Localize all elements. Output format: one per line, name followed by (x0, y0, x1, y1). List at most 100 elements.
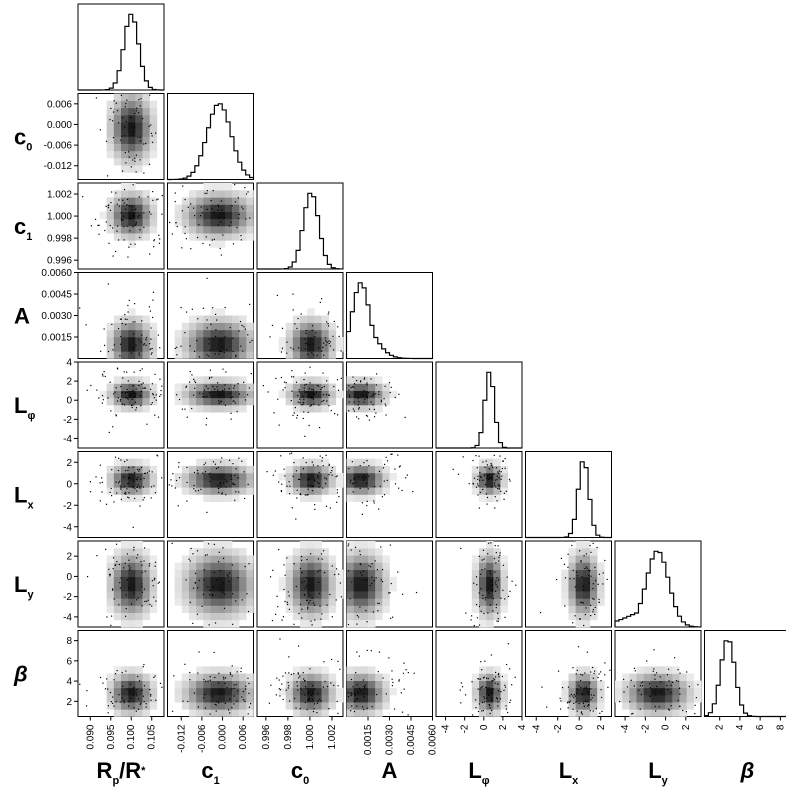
sample-point (150, 213, 152, 215)
density-cell (181, 397, 190, 406)
sample-point (233, 695, 235, 697)
density-cell (471, 555, 480, 563)
density-cell (142, 709, 150, 717)
sample-point (211, 376, 213, 378)
density-cell (210, 322, 218, 331)
sample-point (152, 299, 154, 301)
sample-point (134, 243, 136, 245)
density-cell (246, 204, 254, 212)
sample-point (241, 696, 243, 698)
density-cell (149, 383, 158, 391)
density-cell (189, 322, 197, 331)
sample-point (493, 557, 496, 560)
density-cell (135, 541, 143, 549)
density-cell (479, 605, 487, 613)
density-cell (121, 390, 129, 399)
sample-point (268, 702, 271, 704)
density-cell (368, 480, 376, 488)
density-cell (224, 702, 233, 710)
density-cell (142, 397, 150, 406)
density-cell (307, 584, 315, 592)
sample-point (394, 468, 396, 470)
sample-point (244, 565, 246, 568)
density-cell (121, 541, 129, 549)
density-cell (360, 619, 369, 628)
sample-point (126, 225, 128, 227)
sample-point (293, 673, 295, 675)
density-cell (210, 695, 218, 703)
sample-point (171, 710, 174, 712)
density-cell (128, 190, 136, 198)
density-cell (278, 337, 286, 345)
density-cell (217, 240, 226, 248)
sample-point (188, 558, 190, 560)
density-cell (486, 541, 494, 549)
density-cell (128, 612, 136, 621)
sample-point (116, 560, 118, 563)
density-cell (217, 555, 226, 563)
density-cell (246, 687, 254, 696)
density-cell (174, 383, 183, 391)
density-cell (321, 687, 329, 696)
sample-point (377, 602, 379, 604)
sample-point (99, 129, 102, 131)
sample-point (196, 236, 199, 239)
sample-point (296, 489, 298, 491)
sample-point (331, 466, 334, 469)
sample-point (460, 547, 462, 550)
sample-point (204, 554, 207, 556)
sample-point (382, 568, 384, 571)
sample-point (669, 691, 672, 694)
density-cell (582, 619, 591, 628)
density-cell (128, 337, 136, 345)
sample-point (280, 490, 283, 493)
sample-point (309, 668, 311, 670)
density-cell (217, 329, 226, 338)
density-cell (135, 480, 143, 488)
sample-point (284, 475, 286, 477)
sample-point (495, 562, 497, 564)
sample-point (389, 544, 391, 546)
sample-point (232, 482, 234, 484)
density-cell (121, 695, 129, 703)
density-cell (672, 680, 680, 689)
sample-point (364, 476, 366, 478)
density-cell (246, 709, 254, 717)
x-tick-label: 2 (681, 724, 692, 730)
density-cell (239, 695, 247, 703)
sample-point (103, 344, 106, 346)
sample-point (281, 347, 284, 349)
y-tick-label: 0.998 (47, 234, 72, 245)
sample-point (568, 701, 570, 704)
density-cell (292, 548, 301, 556)
density-cell (314, 329, 322, 338)
sample-point (354, 692, 356, 694)
sample-point (502, 589, 504, 592)
sample-point (219, 247, 221, 250)
density-cell (128, 211, 136, 220)
sample-point (134, 396, 136, 398)
density-cell (203, 487, 211, 495)
sample-point (232, 463, 234, 465)
density-cell (232, 337, 240, 345)
density-cell (590, 673, 598, 681)
sample-point (297, 673, 299, 675)
sample-point (459, 689, 461, 691)
density-cell (471, 702, 480, 710)
sample-point (104, 688, 107, 690)
density-cell (368, 397, 376, 406)
sample-point (362, 679, 365, 681)
density-cell (196, 226, 204, 234)
sample-point (356, 651, 358, 653)
density-cell (189, 211, 197, 220)
sample-point (575, 701, 577, 703)
column-label-0: Rp/R* (97, 758, 147, 787)
sample-point (190, 547, 192, 550)
sample-point (135, 223, 137, 225)
sample-point (476, 617, 479, 619)
density-cell (314, 351, 322, 359)
sample-point (320, 388, 322, 391)
sample-point (134, 224, 136, 226)
sample-point (120, 487, 122, 489)
density-cell (246, 465, 254, 474)
